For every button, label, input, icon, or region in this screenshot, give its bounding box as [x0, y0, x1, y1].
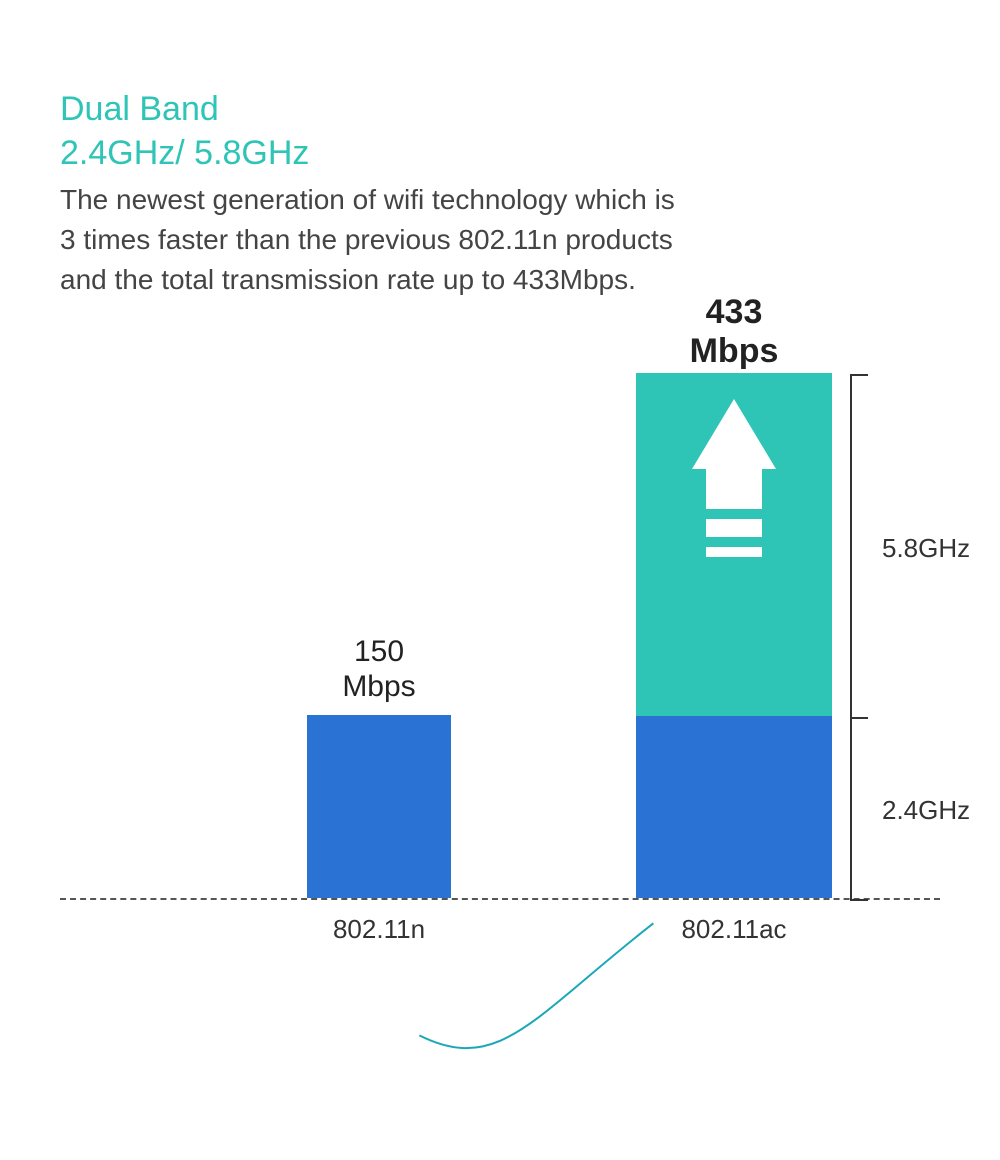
bar-label-80211ac: 433Mbps [634, 293, 834, 371]
xaxis-label-80211n: 802.11n [307, 914, 451, 945]
bar-chart: 150Mbps 433Mbps 802.11n 802.11ac 5.8GHz … [60, 560, 940, 900]
description-text: The newest generation of wifi technology… [60, 180, 680, 299]
bracket-58ghz [850, 375, 852, 718]
page-title: Dual Band 2.4GHz/ 5.8GHz [60, 88, 309, 175]
bracket-tick [850, 899, 868, 901]
bar-segment [636, 716, 832, 898]
title-line1: Dual Band [60, 88, 309, 132]
bar-segment [307, 715, 451, 898]
title-line2: 2.4GHz/ 5.8GHz [60, 132, 309, 176]
bracket-24ghz [850, 718, 852, 900]
xaxis-label-80211ac: 802.11ac [636, 914, 832, 945]
bracket-tick [850, 717, 868, 719]
bracket-label-58ghz: 5.8GHz [882, 533, 970, 564]
chart-baseline [60, 898, 940, 900]
bar-label-80211n: 150Mbps [279, 635, 479, 704]
arrow-up-icon [692, 399, 776, 557]
bracket-label-24ghz: 2.4GHz [882, 795, 970, 826]
bracket-tick [850, 374, 868, 376]
